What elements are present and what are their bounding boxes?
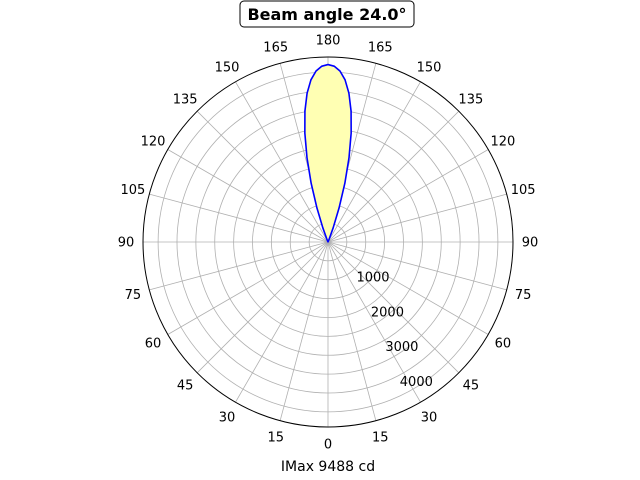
radial-tick-labels: 1000 2000 3000 4000 [356, 270, 432, 390]
angle-tick-label: 90 [118, 236, 135, 251]
angle-tick-label: 135 [458, 93, 483, 108]
data-point [327, 241, 329, 243]
angle-tick-label: 105 [511, 183, 536, 198]
angle-tick-label: 45 [463, 378, 480, 393]
data-point [316, 207, 318, 209]
angle-tick-label: 105 [120, 183, 145, 198]
angle-gridline [149, 193, 329, 243]
angle-gridline [327, 241, 460, 374]
data-point [328, 238, 330, 240]
data-point [344, 182, 346, 184]
angle-gridline [235, 81, 329, 243]
angle-tick-label: 180 [316, 34, 341, 49]
data-point [338, 207, 340, 209]
angle-gridline [327, 241, 507, 291]
data-point [321, 65, 323, 67]
angle-tick-label: 165 [368, 40, 393, 55]
angle-gridline [327, 149, 489, 243]
angle-gridline [327, 241, 489, 335]
angle-tick-label: 15 [372, 431, 389, 446]
angle-tick-label: 75 [515, 288, 532, 303]
angle-gridline [327, 110, 460, 243]
title-text: Beam angle 24.0° [247, 5, 406, 24]
radial-tick-label: 2000 [371, 305, 404, 320]
angle-tick-label: 135 [173, 93, 198, 108]
data-point [344, 79, 346, 81]
data-point [306, 157, 308, 159]
data-point [332, 227, 334, 229]
lobe-fill [304, 64, 352, 242]
angle-gridline [279, 241, 329, 421]
data-point [339, 70, 341, 72]
angle-tick-label: 0 [324, 438, 332, 453]
data-point [350, 110, 352, 112]
angle-tick-label: 90 [522, 236, 539, 251]
data-point [333, 65, 335, 67]
angle-tick-label: 165 [263, 40, 288, 55]
data-point [304, 132, 306, 134]
radial-tick-label: 4000 [400, 375, 433, 390]
angle-tick-label: 120 [141, 135, 166, 150]
angle-tick-label: 45 [177, 378, 194, 393]
data-point [348, 92, 350, 94]
data-layer [304, 63, 352, 243]
data-point [327, 63, 329, 66]
angle-tick-label: 30 [421, 410, 438, 425]
angle-gridline [327, 193, 507, 243]
data-point [315, 70, 317, 72]
angle-tick-labels: 0 15 30 45 60 75 90 105 120 135 150 165 180 165 150 135… [118, 34, 539, 453]
angle-tick-label: 150 [215, 61, 240, 76]
data-point [306, 92, 308, 94]
radial-tick-label: 3000 [385, 340, 418, 355]
radial-tick-label: 1000 [356, 270, 389, 285]
angle-gridline [196, 110, 329, 243]
data-point [304, 110, 306, 112]
data-point [348, 157, 350, 159]
angle-gridline [235, 241, 329, 403]
title-box [239, 0, 415, 28]
angle-gridline [327, 241, 421, 403]
x-axis-label: IMax 9488 cd [281, 459, 375, 475]
angle-tick-label: 75 [125, 288, 142, 303]
angle-gridline [327, 241, 377, 421]
data-point [322, 227, 324, 229]
angle-tick-label: 60 [145, 337, 162, 352]
angle-gridline [167, 241, 329, 335]
data-point [310, 182, 312, 184]
angle-tick-label: 60 [495, 337, 512, 352]
angle-tick-label: 150 [417, 61, 442, 76]
data-point [310, 79, 312, 81]
angle-gridline [327, 81, 421, 243]
angle-gridline [149, 241, 329, 291]
angle-tick-label: 30 [219, 410, 236, 425]
angle-gridline [196, 241, 329, 374]
angle-gridline [167, 149, 329, 243]
angle-tick-label: 120 [491, 135, 516, 150]
polar-frame [142, 56, 514, 428]
data-point [350, 132, 352, 134]
chart-title: Beam angle 24.0° [239, 0, 415, 28]
data-point [326, 238, 328, 240]
angle-tick-label: 15 [267, 431, 284, 446]
